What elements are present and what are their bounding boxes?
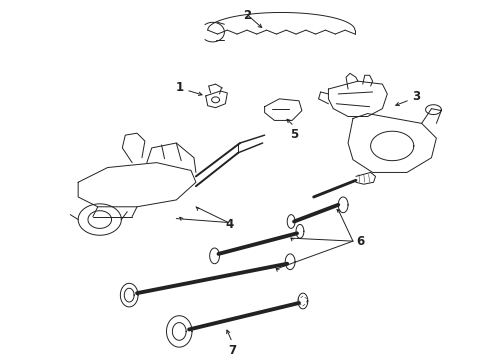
Text: 3: 3 bbox=[412, 90, 420, 103]
Text: 7: 7 bbox=[228, 344, 236, 357]
Text: 2: 2 bbox=[243, 9, 251, 22]
Text: 4: 4 bbox=[225, 218, 234, 231]
Text: 1: 1 bbox=[176, 81, 184, 94]
Text: 6: 6 bbox=[356, 235, 364, 248]
Text: 5: 5 bbox=[290, 128, 298, 141]
